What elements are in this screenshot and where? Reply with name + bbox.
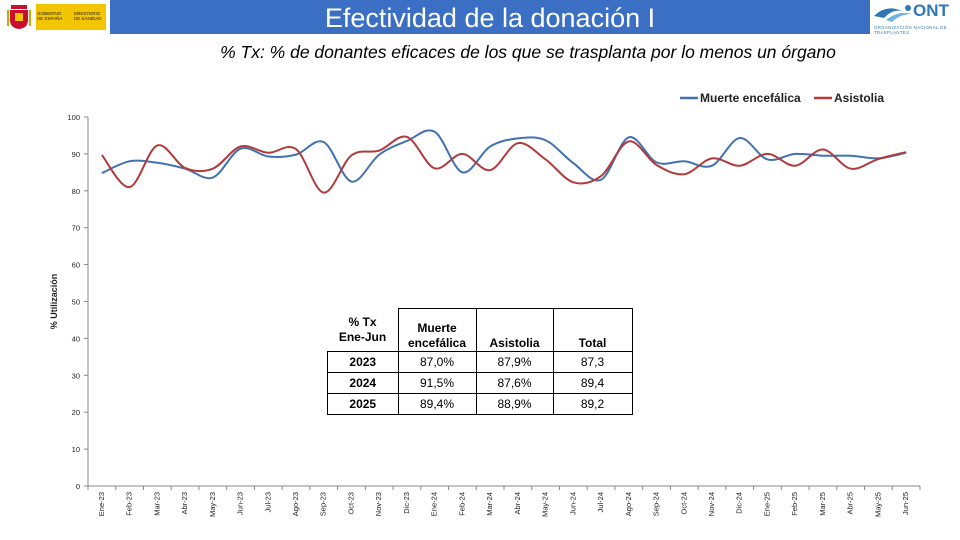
x-tick-label: Abr-23 [180,492,189,515]
x-tick-label: Ago-23 [291,492,300,516]
y-tick-label: 70 [72,224,80,233]
y-tick-label: 80 [72,187,80,196]
header-bar [110,0,870,34]
x-tick-label: Sep-24 [652,492,661,516]
coat-of-arms-icon [7,5,31,29]
y-tick-label: 40 [72,334,80,343]
x-tick-label: May-24 [541,492,550,517]
table-row-2025: 2025 89,4% 88,9% 89,2 [327,393,633,415]
x-tick-label: Jun-23 [236,492,245,515]
y-tick-label: 50 [72,298,80,307]
table-cell-asistolia: 87,6% [475,372,554,394]
x-tick-label: Jul-23 [263,492,272,512]
y-tick-label: 20 [72,408,80,417]
legend-label-muerte_encefalica: Muerte encefálica [700,91,801,105]
x-tick-label: Feb-23 [125,492,134,516]
ont-logo: ONT ORGANIZACIÓN NACIONAL DE TRASPLANTES [870,0,960,36]
table-cell-muerte: 91,5% [397,372,477,394]
x-tick-label: Ene-23 [97,492,106,516]
table-cell-year: 2023 [327,351,399,373]
table-cell-asistolia: 88,9% [475,393,554,415]
gobierno-espana-logo: GOBIERNO DE ESPAÑA MINISTERIO DE SANIDAD [4,2,108,32]
y-tick-label: 10 [72,445,80,454]
x-tick-label: Mar-23 [152,492,161,516]
x-tick-label: Abr-25 [846,492,855,515]
chart-subtitle: % Tx: % de donantes eficaces de los que … [220,42,836,62]
x-tick-label: Sep-23 [319,492,328,516]
gov-logo-text-ministerio: MINISTERIO DE SANIDAD [74,11,102,21]
x-tick-label: May-25 [873,492,882,517]
x-tick-label: Ago-24 [624,492,633,516]
x-tick-label: Feb-24 [457,492,466,516]
x-tick-label: Nov-23 [374,492,383,516]
table-row-2023: 2023 87,0% 87,9% 87,3 [327,351,633,373]
x-tick-label: May-23 [208,492,217,517]
table-cell-year: 2025 [327,393,399,415]
x-tick-label: Feb-25 [790,492,799,516]
x-tick-label: Dic-24 [735,492,744,514]
table-header-period-line1: % Tx [348,314,377,329]
table-header-total: Total [552,308,633,352]
x-tick-label: Jun-24 [568,492,577,515]
table-header-muerte-line2: encefálica [407,336,467,350]
table-cell-year: 2024 [327,372,399,394]
table-cell-muerte: 87,0% [397,351,477,373]
y-tick-label: 0 [76,482,80,491]
x-tick-label: Dic-23 [402,492,411,514]
table-cell-total: 89,4 [552,372,633,394]
gov-logo-text-gobierno: GOBIERNO DE ESPAÑA [37,11,63,21]
table-header-asistolia: Asistolia [475,308,554,352]
ont-swoosh-icon [874,5,912,22]
y-tick-label: 60 [72,261,80,270]
x-tick-label: Jul-24 [596,492,605,512]
legend-label-asistolia: Asistolia [834,91,884,105]
series-line-asistolia [101,135,907,194]
y-axis-label: % Utilización [49,274,59,330]
table-cell-total: 89,2 [552,393,633,415]
x-tick-label: Oct-23 [346,492,355,515]
chart-series [101,129,907,194]
series-line-muerte_encefalica [101,129,907,183]
ont-logo-name: ONT [913,1,949,20]
x-tick-label: Ene-25 [762,492,771,516]
table-header-muerte: Muerte encefálica [397,308,477,352]
table-header-muerte-line1: Muerte [417,321,457,335]
x-tick-label: Nov-24 [707,492,716,516]
table-header-period-line2: Ene-Jun [338,329,387,344]
table-cell-total: 87,3 [552,351,633,373]
x-tick-label: Ene-24 [430,492,439,516]
chart-axes: 0 10 20 30 40 50 60 70 80 90 100 Ene-23 Feb-23 Mar-23… [49,113,921,517]
x-tick-label: Oct-24 [679,492,688,515]
x-tick-label: Jun-25 [901,492,910,515]
summary-table: % Tx Ene-Jun Muerte encefálica Asistolia T… [327,308,633,415]
y-tick-label: 100 [67,113,80,122]
table-cell-asistolia: 87,9% [475,351,554,373]
x-tick-label: Mar-24 [485,492,494,516]
ont-logo-tagline: ORGANIZACIÓN NACIONAL DE TRASPLANTES [874,25,947,35]
gov-logo-strip [36,4,106,30]
table-cell-muerte: 89,4% [397,393,477,415]
x-tick-label: Abr-24 [513,492,522,515]
table-row-2024: 2024 91,5% 87,6% 89,4 [327,372,633,394]
page-title: Efectividad de la donación I [324,3,656,33]
chart-legend: Muerte encefálica Asistolia [680,91,884,105]
y-tick-label: 90 [72,150,80,159]
x-tick-label: Mar-25 [818,492,827,516]
y-tick-label: 30 [72,371,80,380]
table-header-period: % Tx Ene-Jun [327,308,399,352]
